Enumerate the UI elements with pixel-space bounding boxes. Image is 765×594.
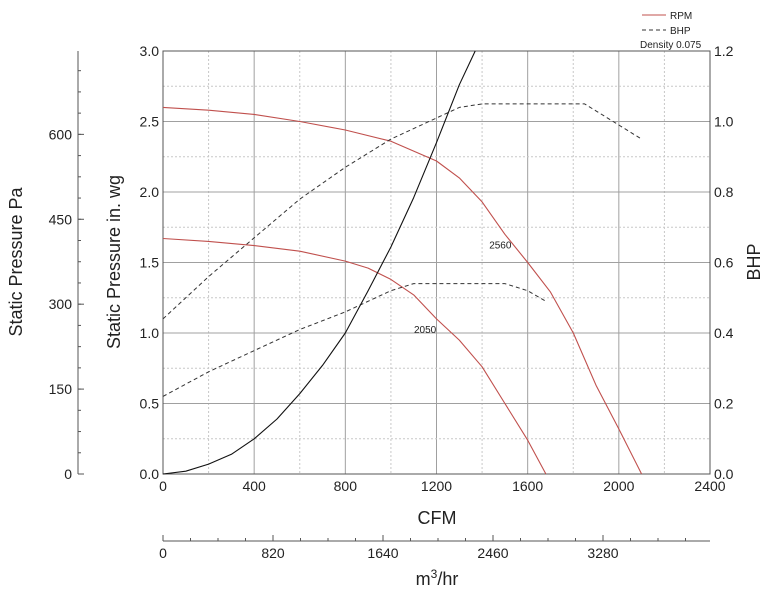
y-tick-label: 0.5 — [140, 396, 160, 412]
x-tick-label: 400 — [242, 478, 266, 494]
series-line-bhp-2560 — [162, 103, 642, 320]
y-tick-label: 1.0 — [140, 325, 160, 341]
y2-tick-label: 1.2 — [714, 43, 734, 59]
x-metric-label-base: m — [416, 569, 431, 589]
series-line-bhp-2050 — [162, 283, 547, 397]
plot-grid — [163, 51, 710, 474]
x-tick-label: 800 — [334, 478, 358, 494]
y-tick-label: 3.0 — [140, 43, 160, 59]
legend-density-note: Density 0.075 — [640, 40, 702, 51]
x-tick-label: 2400 — [694, 478, 725, 494]
legend-label-bhp: BHP — [670, 26, 691, 37]
curve-label-2560: 2560 — [489, 240, 512, 251]
x-tick-label: 2000 — [603, 478, 634, 494]
series-line-2050 — [162, 237, 547, 475]
x-metric-label-unit: /hr — [437, 569, 458, 589]
y2-tick-label: 0.0 — [714, 466, 734, 482]
x-axis-title: CFM — [418, 508, 457, 528]
y2-tick-label: 0.2 — [714, 396, 734, 412]
x-metric-label-sup: 3 — [431, 567, 438, 581]
y-metric-tick-label: 450 — [49, 211, 73, 227]
y2-tick-label: 1.0 — [714, 114, 734, 130]
x-tick-label: 1200 — [421, 478, 452, 494]
legend-label-rpm: RPM — [670, 11, 692, 22]
y-tick-label: 1.5 — [140, 255, 160, 271]
x-metric-tick-label: 820 — [261, 545, 285, 561]
y2-tick-label: 0.8 — [714, 184, 734, 200]
y2-tick-label: 0.6 — [714, 255, 734, 271]
curve-label-2050: 2050 — [414, 325, 437, 336]
y-metric-tick-label: 600 — [49, 126, 73, 142]
series-layer: 2560 2050 — [162, 50, 643, 475]
x-metric-tick-label: 0 — [159, 545, 167, 561]
y-metric-tick-label: 300 — [49, 296, 73, 312]
y-axis-title: Static Pressure in. wg — [104, 175, 124, 349]
plot-frame — [162, 50, 711, 475]
x-metric-tick-label: 3280 — [587, 545, 618, 561]
axes-layer: 0 400 800 1200 1600 2000 24000.00.51.01.52.02.… — [49, 43, 734, 561]
x-tick-label: 0 — [159, 478, 167, 494]
x-metric-axis-title: m3/hr — [416, 567, 459, 589]
y-metric-tick-label: 150 — [49, 381, 73, 397]
series-line-system — [162, 50, 476, 475]
y-tick-label: 2.5 — [140, 114, 160, 130]
y2-axis-title: BHP — [744, 243, 764, 280]
x-metric-tick-label: 1640 — [367, 545, 398, 561]
legend: RPM BHP Density 0.075 — [640, 11, 702, 51]
y-metric-tick-label: 0 — [64, 466, 72, 482]
y-tick-label: 0.0 — [140, 466, 160, 482]
x-tick-label: 1600 — [512, 478, 543, 494]
y2-tick-label: 0.4 — [714, 325, 734, 341]
y-tick-label: 2.0 — [140, 184, 160, 200]
y-metric-axis-title: Static Pressure Pa — [6, 186, 26, 336]
x-metric-tick-label: 2460 — [477, 545, 508, 561]
series-line-2560 — [162, 106, 643, 475]
